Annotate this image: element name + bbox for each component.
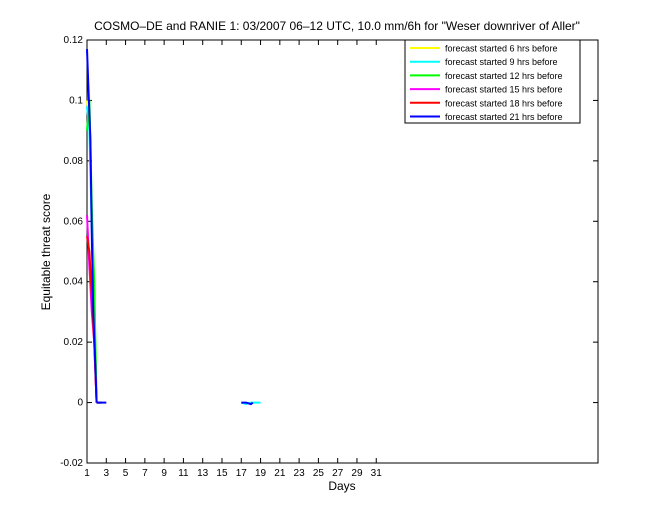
x-tick-label: 5 (123, 468, 129, 479)
series-line (86, 49, 98, 403)
x-tick-label: 3 (104, 468, 110, 479)
y-axis-label: Equitable threat score (39, 193, 53, 310)
legend-item: forecast started 18 hrs before (410, 98, 563, 108)
legend-label: forecast started 15 hrs before (445, 85, 563, 95)
y-tick-label: 0.06 (64, 216, 84, 227)
x-tick-label: 19 (255, 468, 267, 479)
x-tick-label: 21 (274, 468, 286, 479)
x-tick-label: 15 (216, 468, 228, 479)
y-tick-label: -0.02 (60, 458, 83, 469)
x-tick-label: 29 (351, 468, 363, 479)
y-tick-label: 0.1 (69, 95, 83, 106)
series-line (241, 401, 254, 406)
legend-item: forecast started 12 hrs before (410, 71, 563, 81)
y-tick-label: 0.12 (64, 35, 84, 46)
x-tick-label: 23 (294, 468, 306, 479)
legend-label: forecast started 9 hrs before (445, 57, 558, 67)
x-tick-label: 1 (84, 468, 90, 479)
legend-item: forecast started 9 hrs before (410, 57, 558, 67)
x-tick-label: 13 (197, 468, 209, 479)
x-tick-label: 27 (332, 468, 344, 479)
x-axis-label: Days (328, 479, 355, 493)
y-tick-label: 0.02 (64, 337, 84, 348)
x-tick-label: 17 (236, 468, 248, 479)
series-group (86, 49, 261, 406)
series-6 (86, 49, 254, 406)
x-tick-label: 31 (371, 468, 383, 479)
y-tick-label: 0 (77, 398, 83, 409)
legend-box (404, 39, 581, 124)
x-tick-label: 25 (313, 468, 325, 479)
legend-item: forecast started 6 hrs before (410, 44, 558, 54)
y-tick-label: 0.08 (64, 156, 84, 167)
y-axis: -0.02 0 0.02 0.04 0.06 0.08 0.1 0.12 (60, 35, 598, 469)
y-tick-label: 0.04 (64, 277, 84, 288)
legend-label: forecast started 6 hrs before (445, 44, 558, 54)
x-tick-label: 9 (161, 468, 167, 479)
legend-label: forecast started 18 hrs before (445, 98, 563, 108)
x-tick-label: 7 (142, 468, 148, 479)
legend-item: forecast started 15 hrs before (410, 85, 563, 95)
legend: forecast started 6 hrs before forecast st… (404, 39, 581, 124)
legend-label: forecast started 21 hrs before (445, 112, 563, 122)
legend-item: forecast started 21 hrs before (410, 112, 563, 122)
x-tick-label: 11 (178, 468, 189, 479)
legend-label: forecast started 12 hrs before (445, 71, 563, 81)
x-axis: 1 3 5 7 9 11 13 15 17 19 21 23 25 27 29 31 (84, 40, 382, 479)
chart-title: COSMO–DE and RANIE 1: 03/2007 06–12 UTC,… (94, 19, 580, 33)
